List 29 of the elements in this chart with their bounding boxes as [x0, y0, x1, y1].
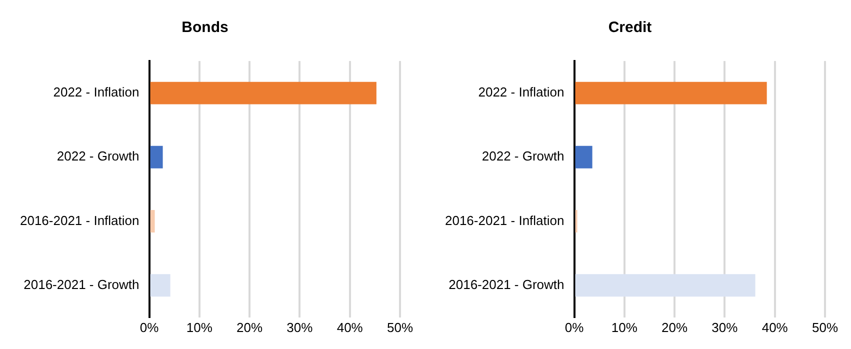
x-tick-label: 20% — [236, 320, 263, 335]
y-tick-label: 2022 - Growth — [482, 148, 564, 164]
x-tick-label: 0% — [564, 320, 584, 335]
x-tick-label: 50% — [812, 320, 838, 335]
bar — [150, 210, 155, 232]
x-tick-label: 10% — [186, 320, 213, 335]
y-tick-label: 2022 - Inflation — [478, 84, 564, 100]
x-tick-label: 50% — [386, 320, 414, 335]
x-tick-label: 20% — [662, 320, 688, 335]
chart-title: Bonds — [182, 19, 228, 36]
y-tick-label: 2016-2021 - Growth — [448, 276, 564, 292]
x-tick-label: 10% — [611, 320, 638, 335]
bar — [150, 274, 170, 297]
x-tick-label: 30% — [286, 320, 314, 335]
bar — [575, 146, 592, 168]
y-tick-label: 2016-2021 - Growth — [24, 276, 140, 292]
y-tick-label: 2022 - Inflation — [53, 84, 140, 100]
x-tick-label: 40% — [762, 320, 788, 335]
bar — [575, 274, 756, 297]
bar — [150, 146, 163, 168]
y-tick-label: 2022 - Growth — [56, 148, 140, 164]
x-tick-label: 30% — [712, 320, 738, 335]
y-tick-label: 2016-2021 - Inflation — [444, 212, 564, 228]
bar — [150, 82, 376, 104]
bar — [575, 82, 767, 104]
x-tick-label: 0% — [140, 320, 160, 335]
x-tick-label: 40% — [336, 320, 364, 335]
chart-title: Credit — [608, 19, 652, 36]
y-tick-label: 2016-2021 - Inflation — [20, 212, 140, 228]
